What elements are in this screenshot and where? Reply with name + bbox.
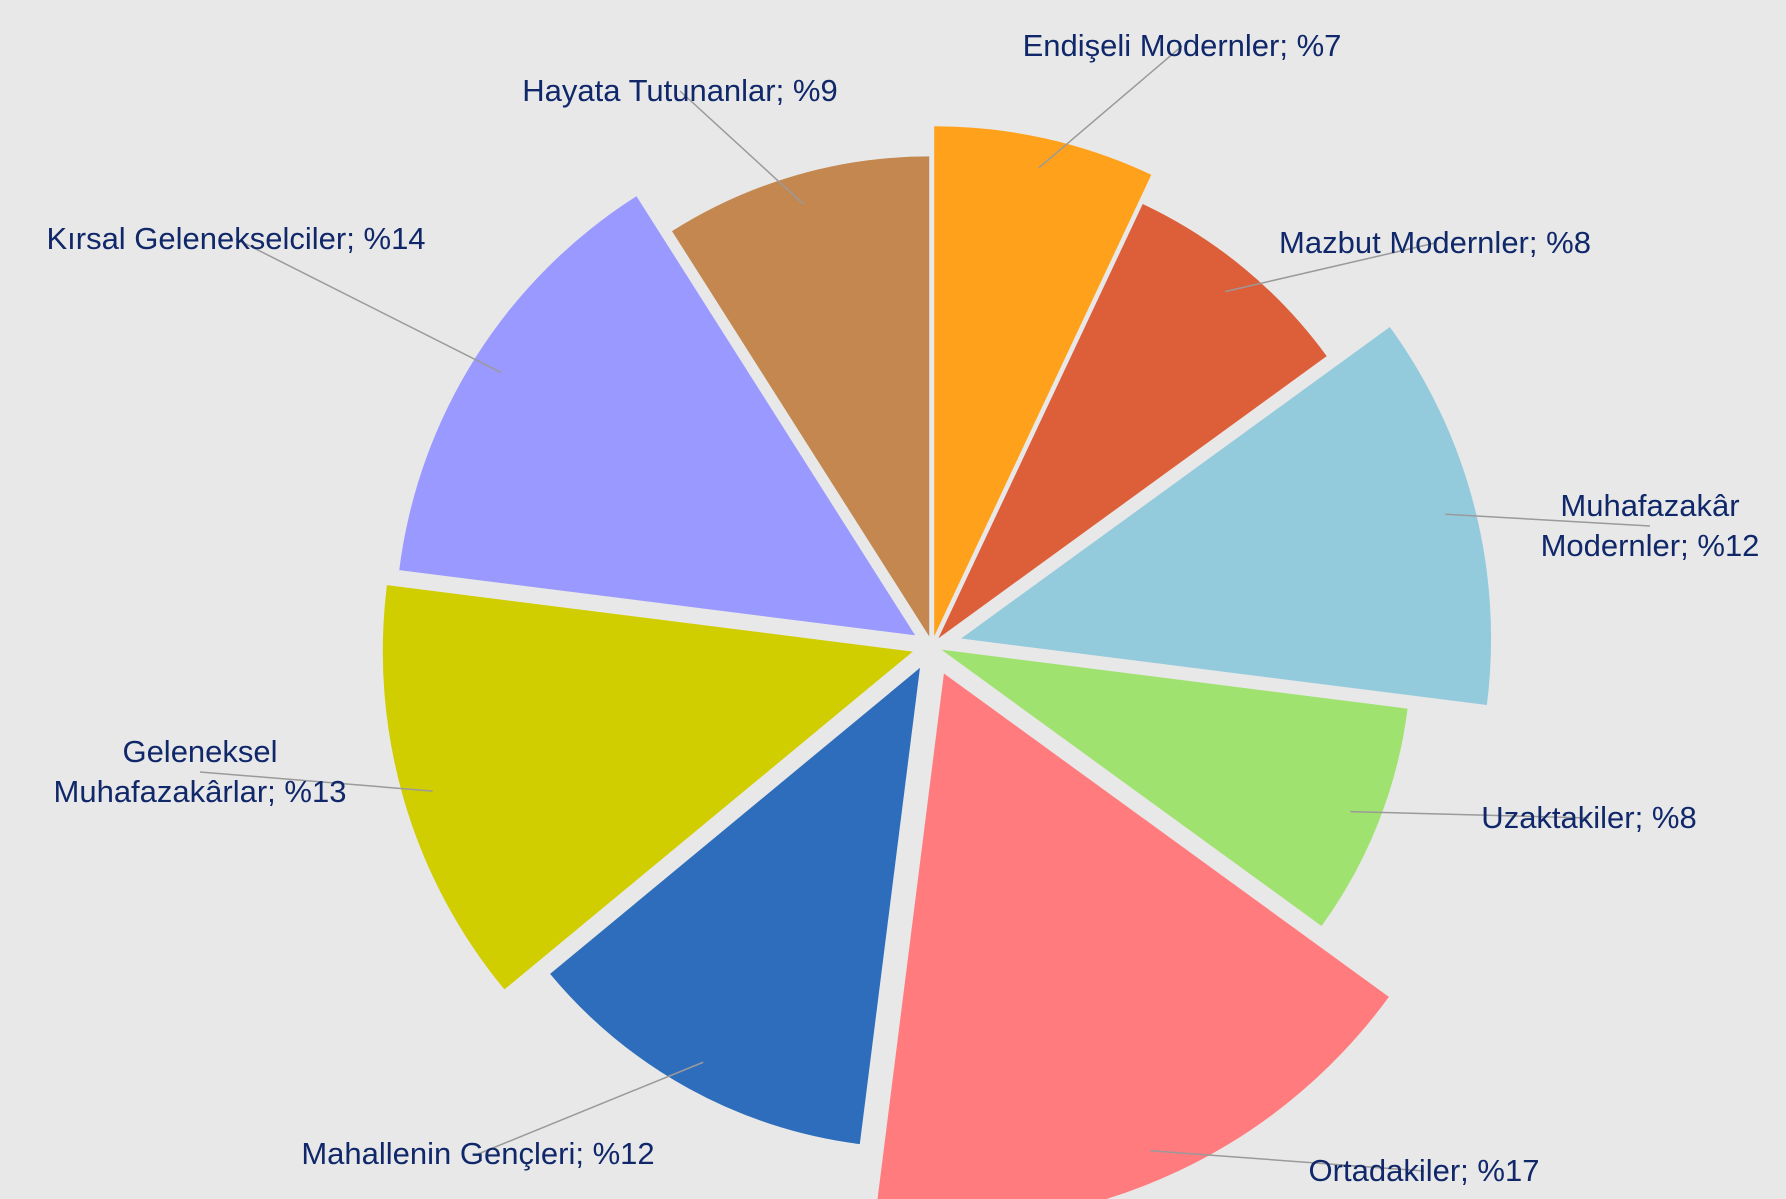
category-name: Kırsal Gelenekselciler — [46, 221, 347, 256]
slice-label: Uzaktakiler; %8 — [1481, 798, 1696, 838]
pie-slice — [399, 196, 916, 636]
slice-label: Geleneksel Muhafazakârlar; %13 — [15, 732, 385, 812]
category-name: Muhafazakâr Modernler — [1540, 488, 1740, 563]
separator: ; — [346, 221, 355, 256]
slice-label: Muhafazakâr Modernler; %12 — [1519, 486, 1781, 566]
pie-slice — [382, 585, 913, 990]
leader-line — [1225, 242, 1436, 293]
leader-line — [235, 238, 502, 374]
separator: ; — [1279, 28, 1288, 63]
separator: ; — [575, 1136, 584, 1171]
leader-line — [1350, 810, 1590, 819]
category-name: Hayata Tutunanlar — [522, 73, 776, 108]
value-label: %8 — [1546, 225, 1591, 260]
separator: ; — [775, 73, 785, 108]
slice-label: Mahallenin Gençleri; %12 — [298, 1134, 658, 1174]
value-label: %9 — [792, 73, 838, 108]
pie-slice — [934, 126, 1152, 637]
pie-slice — [938, 203, 1327, 639]
pie-slice — [961, 327, 1492, 705]
value-label: %12 — [1697, 528, 1760, 563]
slice-label: Ortadakiler; %17 — [1309, 1151, 1540, 1191]
category-name: Mazbut Modernler — [1279, 225, 1529, 260]
separator: ; — [1680, 528, 1689, 563]
value-label: %8 — [1651, 800, 1697, 835]
separator: ; — [1460, 1153, 1469, 1188]
category-name: Endişeli Modernler — [1022, 28, 1280, 63]
pie-slice — [877, 673, 1389, 1199]
leader-line — [477, 1061, 704, 1155]
leader-line — [199, 771, 433, 792]
slice-label: Endişeli Modernler; %7 — [1017, 26, 1347, 66]
category-name: Uzaktakiler — [1481, 800, 1635, 835]
category-name: Mahallenin Gençleri — [301, 1136, 576, 1171]
separator: ; — [267, 774, 276, 809]
pie-slice — [550, 667, 920, 1145]
slice-label: Hayata Tutunanlar; %9 — [510, 71, 850, 111]
value-label: %17 — [1477, 1153, 1540, 1188]
separator: ; — [1528, 225, 1538, 260]
slice-label: Mazbut Modernler; %8 — [1265, 223, 1605, 263]
value-label: %12 — [592, 1136, 655, 1171]
leader-line — [1038, 45, 1183, 169]
leader-line — [1150, 1150, 1425, 1172]
value-label: %7 — [1296, 28, 1342, 63]
category-name: Geleneksel Muhafazakârlar — [53, 734, 278, 809]
leader-line — [679, 90, 805, 205]
pie-slice — [672, 156, 930, 637]
leader-line — [1445, 513, 1651, 527]
slice-label: Kırsal Gelenekselciler; %14 — [36, 219, 436, 259]
category-name: Ortadakiler — [1308, 1153, 1461, 1188]
pie-slice — [941, 649, 1408, 926]
separator: ; — [1634, 800, 1644, 835]
value-label: %13 — [284, 774, 347, 809]
value-label: %14 — [363, 221, 426, 256]
